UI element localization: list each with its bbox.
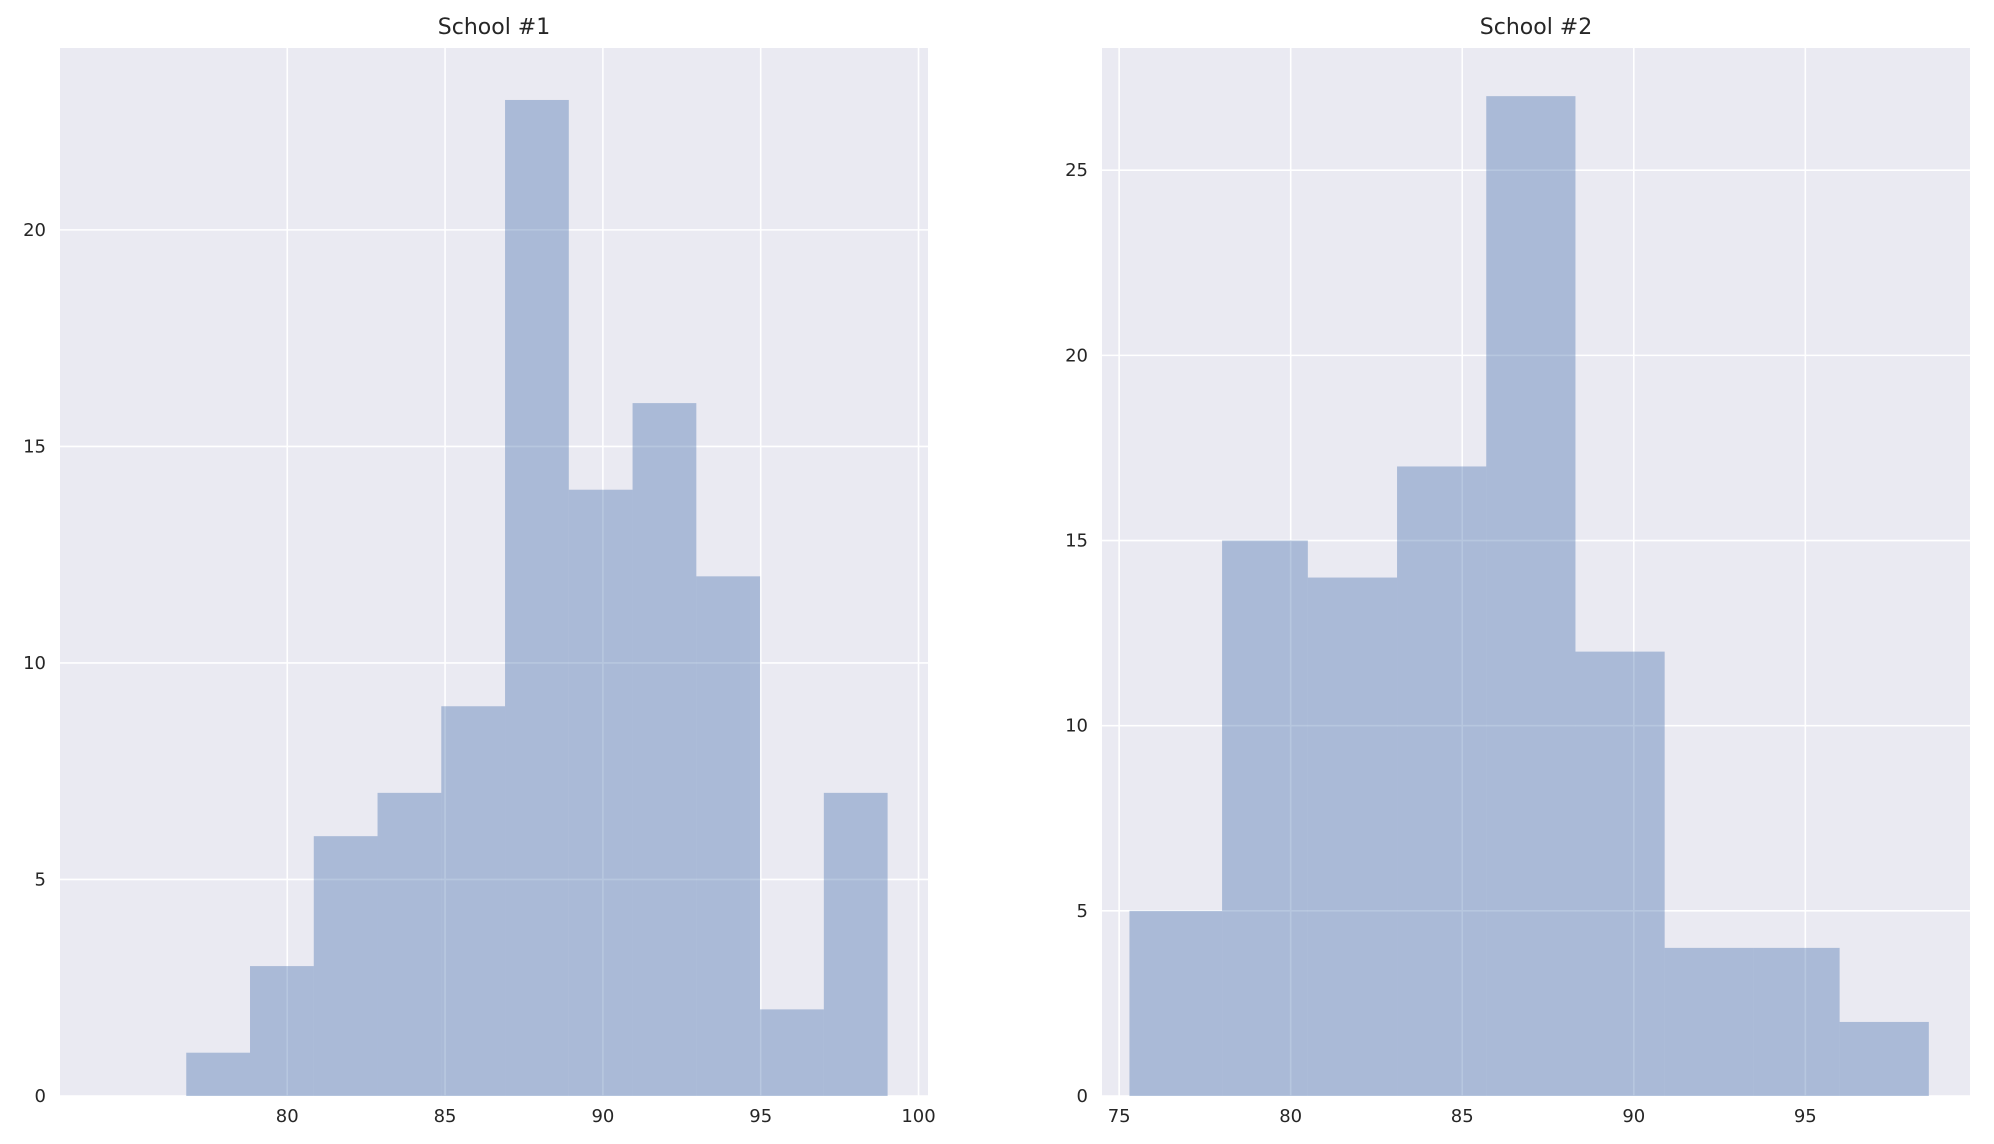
histogram-bar [696,576,761,1096]
y-tick-label: 20 [23,220,46,241]
histogram-bar [1397,466,1487,1096]
histogram-bar [1129,910,1223,1096]
histogram-bar [441,706,506,1096]
histogram-bar [505,99,569,1097]
plot-area [60,48,928,1096]
x-tick-label: 85 [434,1106,457,1127]
histogram-bar [1486,96,1576,1096]
histogram-bar [250,966,314,1096]
x-tick-label: 80 [1279,1106,1302,1127]
plot-area [1102,48,1970,1096]
x-tick-label: 90 [591,1106,614,1127]
histogram-bar [760,1009,824,1096]
histogram-bar [313,836,378,1096]
histogram-bar [1753,947,1840,1096]
y-tick-label: 5 [35,869,46,890]
y-tick-label: 5 [1077,901,1088,922]
chart-title: School #1 [438,15,550,40]
x-tick-label: 90 [1622,1106,1645,1127]
school-1-histogram: 80 85 90 95 100 0 5 10 15 20 School #1 [23,15,936,1127]
histogram-bar [1307,577,1398,1096]
histogram-bar [1664,947,1754,1096]
y-tick-label: 10 [1065,716,1088,737]
x-tick-label: 80 [276,1106,299,1127]
y-tick-label: 25 [1065,160,1088,181]
histogram-bar [1575,651,1665,1096]
y-tick-label: 15 [1065,531,1088,552]
school-2-histogram: 75 80 85 90 95 0 5 10 15 20 25 School #2 [1065,15,1970,1127]
histogram-bar [186,1052,251,1096]
histogram-bar [1222,540,1308,1096]
x-tick-label: 95 [749,1106,772,1127]
x-tick-label: 75 [1108,1106,1131,1127]
x-tick-label: 100 [901,1106,935,1127]
chart-title: School #2 [1480,15,1592,40]
histogram-bar [377,792,442,1096]
histogram-bar [568,489,633,1096]
y-tick-label: 20 [1065,345,1088,366]
histogram-bar [1839,1021,1929,1096]
y-tick-label: 15 [23,436,46,457]
y-tick-label: 10 [23,653,46,674]
x-tick-label: 95 [1794,1106,1817,1127]
x-tick-label: 85 [1451,1106,1474,1127]
histogram-bar [823,792,888,1096]
histogram-bar [632,403,697,1097]
y-tick-label: 0 [35,1086,46,1107]
y-tick-label: 0 [1077,1086,1088,1107]
